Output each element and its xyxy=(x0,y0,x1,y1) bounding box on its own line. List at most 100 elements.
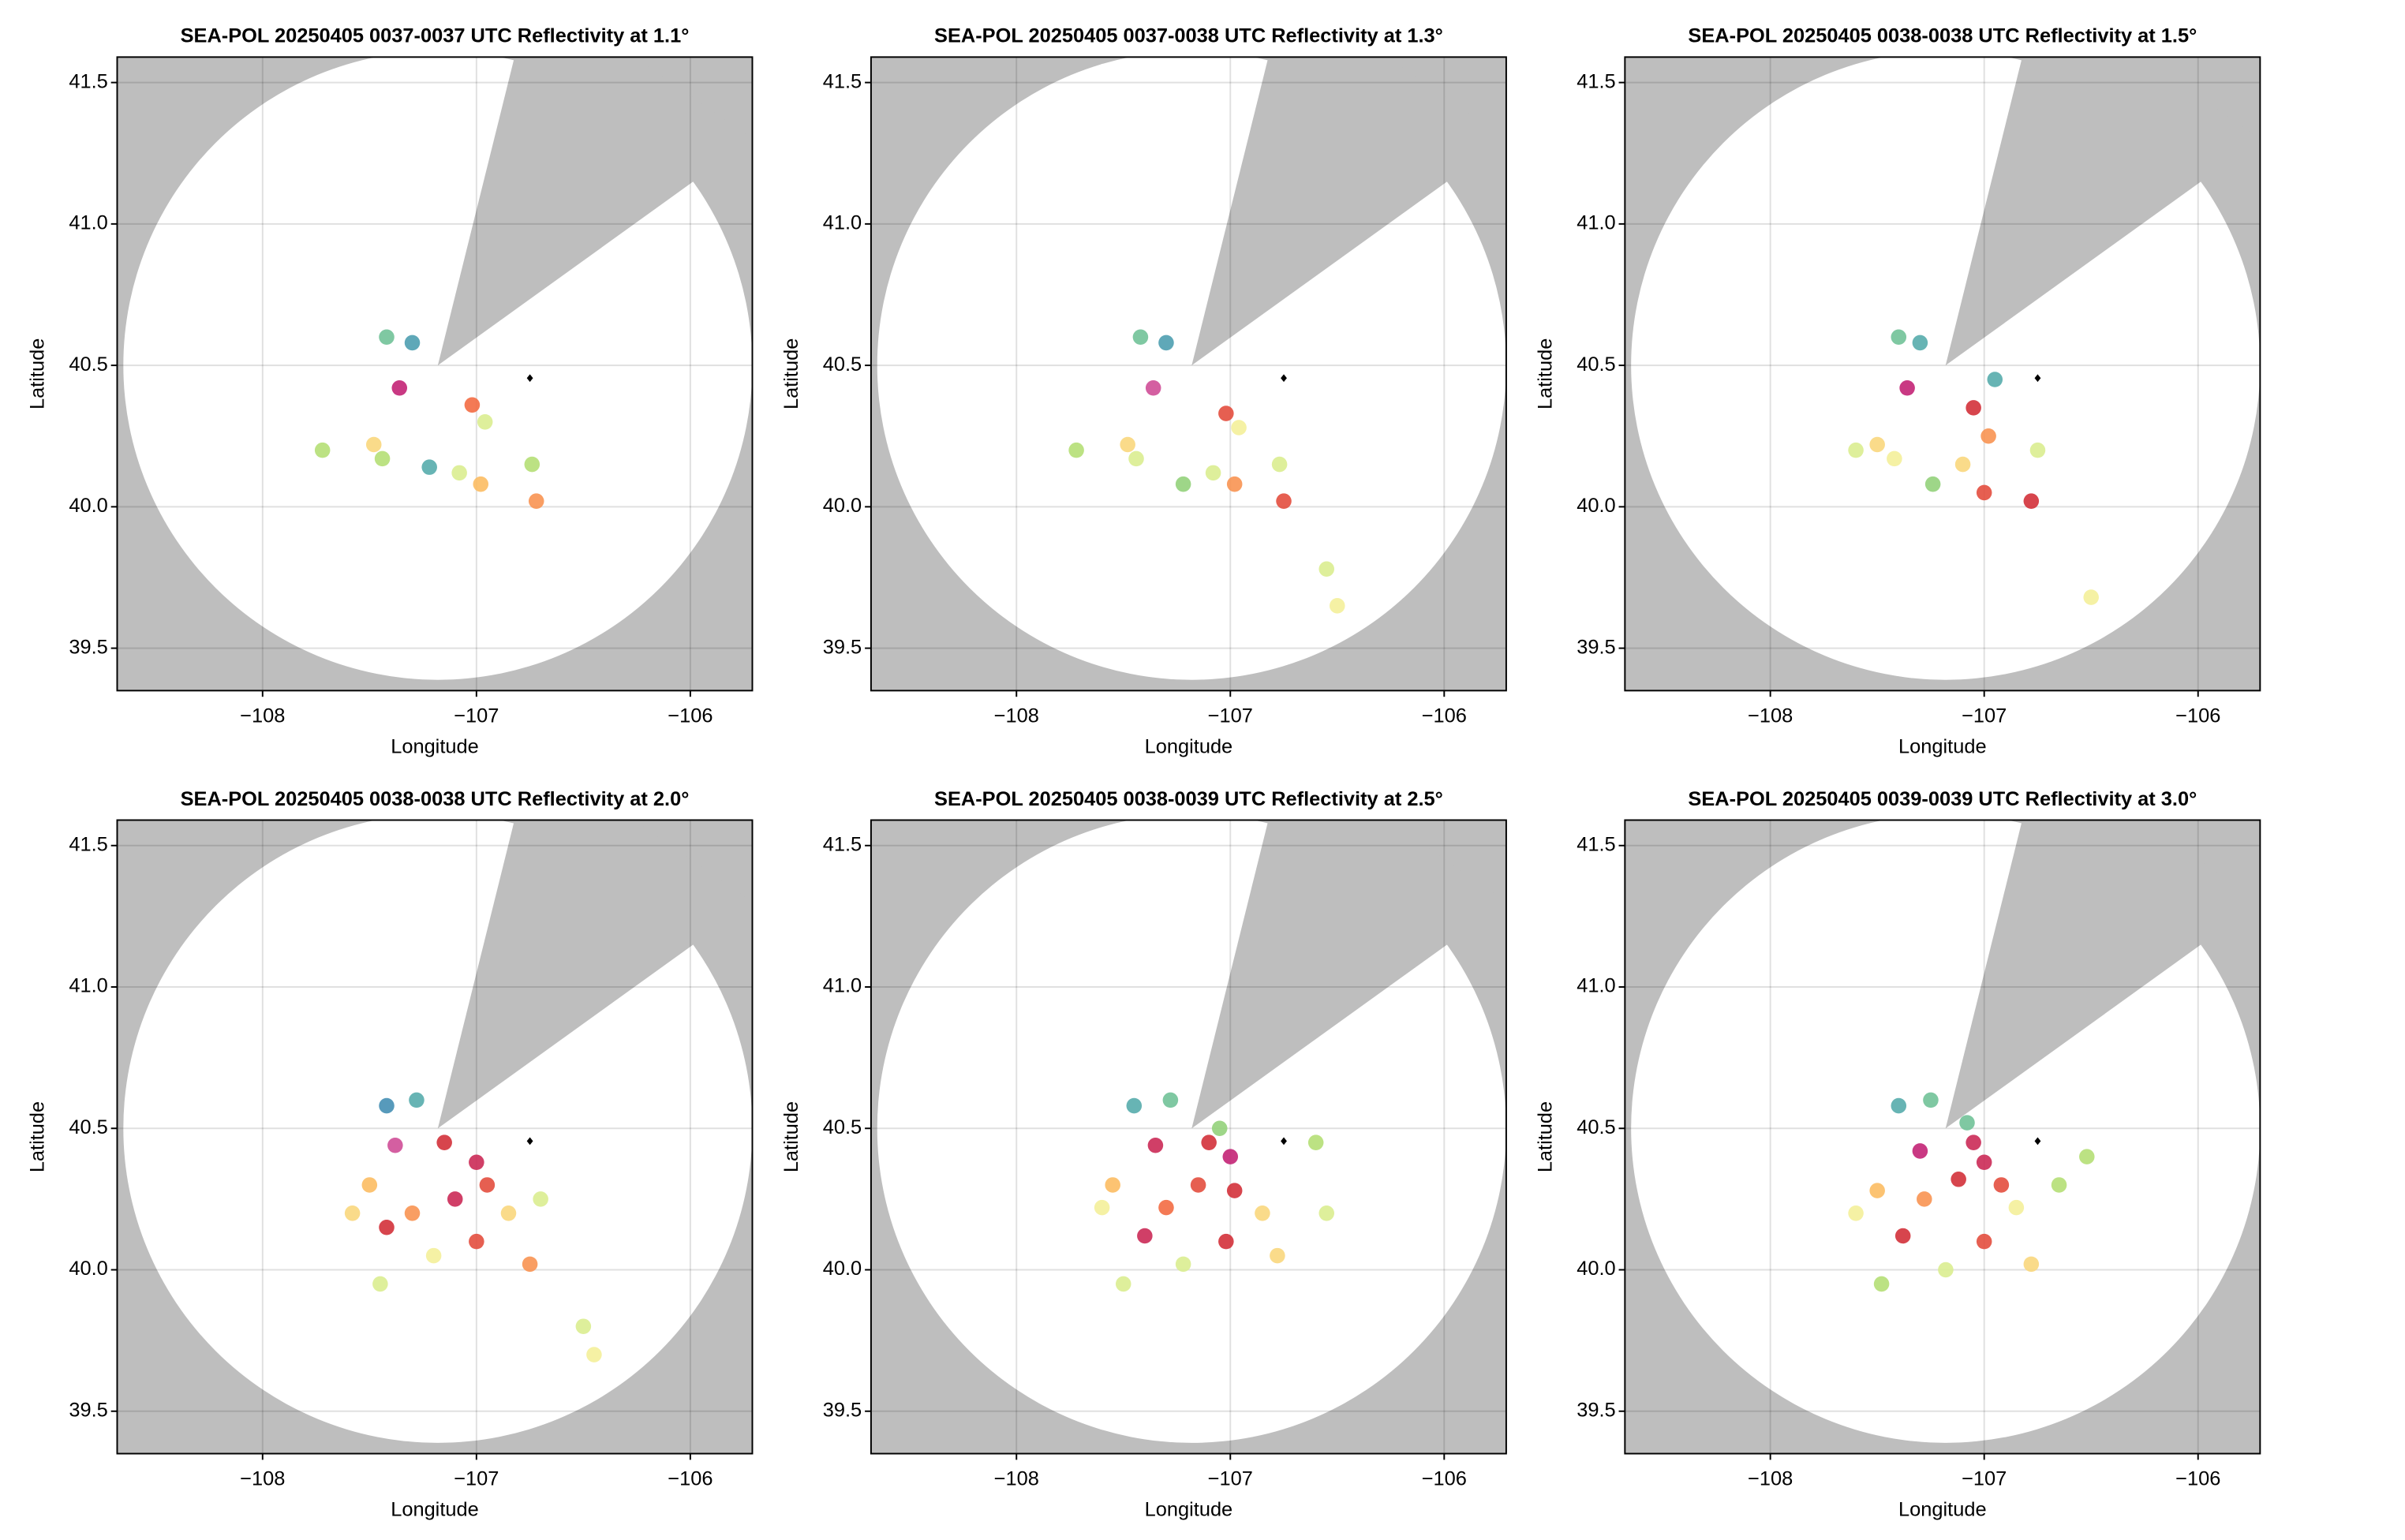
y-axis-label: Latitude xyxy=(27,1101,49,1172)
echo xyxy=(1976,484,1992,501)
plot-frame xyxy=(116,56,754,692)
chart-title: SEA-POL 20250405 0038-0038 UTC Reflectiv… xyxy=(181,788,690,810)
echo xyxy=(1924,476,1941,492)
echo xyxy=(1848,442,1864,458)
echo xyxy=(1873,1276,1890,1292)
echo xyxy=(1848,1205,1864,1221)
echo xyxy=(1068,442,1084,458)
x-tick-label: −108 xyxy=(240,1467,285,1490)
echo xyxy=(1938,1262,1954,1278)
echo xyxy=(1891,1097,1907,1114)
x-tick-label: −106 xyxy=(1422,1467,1467,1490)
blocked-sector xyxy=(1191,820,1506,1129)
echo xyxy=(1120,436,1135,453)
echo xyxy=(2079,1149,2095,1164)
echo xyxy=(374,450,391,467)
y-axis-label: Latitude xyxy=(780,1101,802,1172)
echo xyxy=(421,459,437,475)
echo xyxy=(1887,450,1902,467)
echo xyxy=(379,1097,395,1114)
echo xyxy=(464,397,481,413)
y-tick-label: 40.0 xyxy=(1577,495,1615,517)
echo xyxy=(1218,406,1234,421)
echo xyxy=(533,1191,548,1207)
y-tick-label: 40.5 xyxy=(1577,1116,1615,1138)
radar-site xyxy=(2034,1137,2041,1146)
echo xyxy=(1307,1134,1324,1150)
x-axis-label: Longitude xyxy=(1898,735,1987,757)
echo xyxy=(522,1256,538,1273)
echo xyxy=(1105,1177,1120,1193)
echo xyxy=(451,465,467,481)
x-tick-label: −108 xyxy=(1748,1467,1793,1490)
radar-site xyxy=(526,374,533,383)
y-tick-label: 41.5 xyxy=(1577,70,1615,92)
x-axis-label: Longitude xyxy=(391,1499,479,1521)
echo xyxy=(1912,1143,1928,1159)
y-tick-label: 40.5 xyxy=(823,353,862,376)
echo xyxy=(2023,493,2040,509)
y-tick-label: 40.5 xyxy=(69,1116,107,1138)
y-tick-label: 40.0 xyxy=(69,1258,107,1280)
echo xyxy=(1222,1149,1239,1164)
y-tick-label: 41.5 xyxy=(69,833,107,855)
echo xyxy=(1226,476,1243,492)
echo xyxy=(436,1134,452,1150)
y-tick-label: 41.0 xyxy=(69,975,107,997)
echo xyxy=(1175,476,1191,492)
y-tick-label: 41.0 xyxy=(1577,212,1615,234)
x-tick-label: −107 xyxy=(1962,1467,2007,1490)
x-tick-label: −107 xyxy=(1962,705,2007,727)
echo xyxy=(425,1247,442,1264)
echo xyxy=(1147,1138,1164,1153)
echo xyxy=(372,1276,388,1292)
plot-area xyxy=(117,820,753,1454)
echo xyxy=(1276,493,1292,509)
blocked-sector xyxy=(1945,820,2261,1129)
echo xyxy=(1145,380,1161,396)
echo xyxy=(379,329,395,346)
y-axis-label: Latitude xyxy=(1534,1101,1556,1172)
echo xyxy=(1987,372,2003,387)
x-tick-label: −106 xyxy=(2175,705,2220,727)
y-tick-label: 40.0 xyxy=(69,495,107,517)
y-tick-label: 40.5 xyxy=(823,1116,862,1138)
blocked-sector xyxy=(437,57,753,366)
echo xyxy=(2029,442,2046,458)
echo xyxy=(1917,1191,1932,1207)
echo xyxy=(1980,428,1996,444)
plot-area xyxy=(870,57,1506,691)
y-tick-label: 41.0 xyxy=(823,975,862,997)
echo xyxy=(1137,1228,1153,1244)
echo xyxy=(314,442,331,458)
echo xyxy=(2083,589,2099,605)
echo xyxy=(1318,561,1335,577)
echo xyxy=(1891,329,1907,346)
echo xyxy=(469,1154,484,1171)
echo xyxy=(575,1318,592,1334)
echo xyxy=(1158,335,1174,351)
y-tick-label: 39.5 xyxy=(823,636,862,658)
y-tick-label: 41.5 xyxy=(1577,833,1615,855)
echo xyxy=(1966,400,1981,416)
echo xyxy=(1954,456,1971,473)
echo xyxy=(1205,465,1221,481)
echo xyxy=(1126,1097,1143,1114)
y-tick-label: 41.0 xyxy=(1577,975,1615,997)
blocked-sector xyxy=(1191,57,1506,366)
y-axis-label: Latitude xyxy=(780,338,802,409)
echo xyxy=(2008,1199,2025,1216)
echo xyxy=(1132,329,1149,346)
echo xyxy=(1128,450,1144,467)
echo xyxy=(1231,420,1247,435)
panel: −108 −107 −106 39.5 40.0 40.5 41.0 41.5 SEA-POL … xyxy=(780,788,1507,1521)
plot-frame xyxy=(1624,56,2261,692)
echo xyxy=(387,1138,403,1153)
echo xyxy=(1923,1092,1939,1108)
y-tick-label: 40.5 xyxy=(1577,353,1615,376)
echo xyxy=(391,380,408,396)
chart-title: SEA-POL 20250405 0037-0038 UTC Reflectiv… xyxy=(934,25,1443,47)
echo xyxy=(524,456,540,473)
panel: −108 −107 −106 39.5 40.0 40.5 41.0 41.5 SEA-POL … xyxy=(27,788,754,1521)
